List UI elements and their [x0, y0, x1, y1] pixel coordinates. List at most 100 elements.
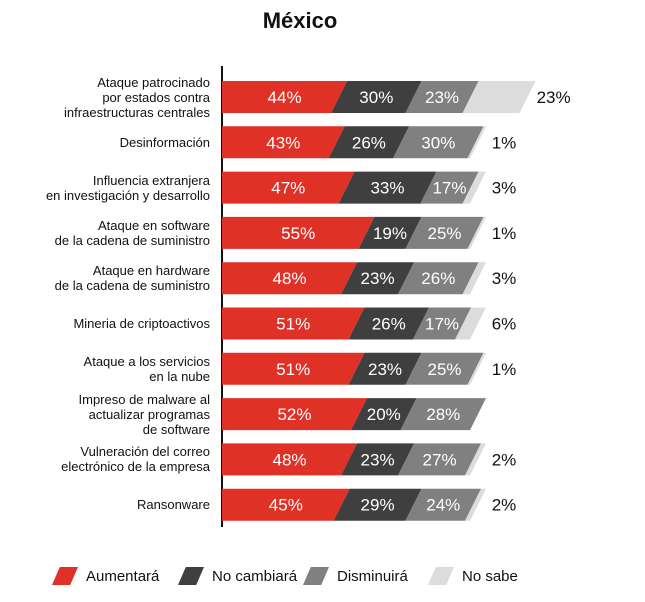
bar-segment-no-cambiar-	[350, 398, 417, 431]
category-label-line: de la cadena de suministro	[54, 232, 210, 248]
legend-label: No sabe	[462, 567, 518, 585]
bar-segment-aumentar-	[222, 216, 375, 249]
chart-title: México	[262, 8, 338, 33]
category-label-line: Vulneración del correo	[80, 444, 210, 460]
data-label: 29%	[361, 496, 395, 515]
bar-segment-disminuir-	[400, 398, 486, 431]
data-label: 6%	[492, 315, 517, 334]
data-label: 24%	[426, 496, 460, 515]
category-label: Ataque patrocinado por estados contra infr…	[10, 67, 210, 127]
bar-segment-no-cambiar-	[338, 171, 437, 204]
data-label: 44%	[268, 88, 302, 107]
bar-segment-no-sabe	[467, 126, 486, 159]
bar-segment-aumentar-	[222, 126, 345, 159]
legend: Aumentará No cambiará Disminuirá No sabe	[0, 560, 645, 592]
data-label: 25%	[428, 224, 462, 243]
legend-swatch	[178, 567, 204, 585]
bar-segment-no-cambiar-	[331, 81, 422, 113]
bar-segment-no-cambiar-	[348, 307, 429, 340]
data-label: 55%	[281, 224, 315, 243]
category-label-line: de la cadena de suministro	[54, 278, 210, 294]
bar-segment-aumentar-	[222, 81, 348, 113]
category-label-line: en investigación y desarrollo	[45, 187, 210, 203]
data-label: 30%	[421, 133, 455, 152]
category-label-line: Influencia extranjera	[92, 172, 210, 188]
bar-segment-disminuir-	[405, 352, 484, 385]
bar-segment-no-sabe	[462, 81, 536, 113]
bar-segment-aumentar-	[222, 171, 355, 204]
category-label-line: infraestructuras centrales	[64, 104, 210, 120]
data-label: 1%	[492, 360, 517, 379]
data-label: 17%	[425, 315, 459, 334]
bar-segment-aumentar-	[222, 398, 367, 431]
bar-segment-no-sabe	[465, 488, 486, 521]
data-label: 23%	[368, 360, 402, 379]
bar-segment-disminuir-	[405, 488, 482, 521]
legend-swatch	[52, 567, 78, 585]
bar-segment-disminuir-	[398, 262, 479, 295]
bar-segment-no-cambiar-	[333, 488, 422, 521]
data-label: 1%	[492, 133, 517, 152]
data-label: 27%	[423, 450, 457, 469]
data-label: 23%	[425, 88, 459, 107]
category-label-line: Ataque en software	[97, 217, 210, 233]
bar-segment-disminuir-	[412, 307, 472, 340]
data-label: 3%	[492, 179, 517, 198]
category-label-line: Ataque en hardware	[92, 263, 210, 279]
data-label: 3%	[492, 269, 517, 288]
data-label: 26%	[421, 269, 455, 288]
bar-segment-disminuir-	[393, 126, 484, 159]
legend-item: Aumentará	[52, 564, 159, 588]
bar-segment-no-sabe	[465, 443, 486, 476]
data-label: 17%	[432, 179, 466, 198]
category-label-line: Mineria de criptoactivos	[73, 316, 210, 331]
bar-segment-aumentar-	[222, 307, 365, 340]
legend-item: No sabe	[428, 564, 518, 588]
bar-segment-aumentar-	[222, 262, 358, 295]
data-label: 1%	[492, 224, 517, 243]
data-label: 25%	[428, 360, 462, 379]
category-label: Ransonware	[10, 475, 210, 535]
bar-segment-no-cambiar-	[328, 126, 410, 159]
data-label: 2%	[492, 496, 517, 515]
category-label: Vulneración del correo electrónico de la …	[10, 429, 210, 489]
bar-segment-no-sabe	[462, 262, 486, 295]
category-label-line: Ransonware	[137, 497, 210, 513]
legend-item: No cambiará	[178, 564, 297, 588]
category-label: Mineria de criptoactivos	[10, 294, 210, 354]
legend-item: Disminuirá	[303, 564, 408, 588]
bar-segment-no-sabe	[455, 307, 486, 340]
bar-segment-aumentar-	[222, 488, 350, 521]
category-label-line: en la nube	[149, 368, 210, 384]
category-label-line: Ataque patrocinado	[97, 74, 210, 90]
data-label: 47%	[271, 179, 305, 198]
legend-label: Disminuirá	[337, 567, 408, 585]
data-label: 20%	[367, 405, 401, 424]
bar-segment-no-cambiar-	[348, 352, 422, 385]
legend-swatch	[303, 567, 329, 585]
bar-segment-no-cambiar-	[358, 216, 422, 249]
bar-segment-no-cambiar-	[341, 262, 415, 295]
data-label: 52%	[277, 405, 311, 424]
category-label: Influencia extranjera en investigación y …	[10, 158, 210, 218]
bar-segment-no-cambiar-	[341, 443, 415, 476]
data-label: 51%	[276, 360, 310, 379]
category-label-line: de software	[142, 421, 210, 437]
data-label: 23%	[537, 88, 571, 107]
category-label-line: Desinformación	[119, 134, 210, 150]
legend-swatch	[428, 567, 454, 585]
legend-label: No cambiará	[212, 567, 298, 585]
data-label: 2%	[492, 450, 517, 469]
category-label-line: Impreso de malware al	[78, 391, 211, 407]
category-label-line: Ataque a los servicios	[83, 353, 210, 369]
bar-segment-disminuir-	[398, 443, 482, 476]
data-label: 33%	[370, 179, 404, 198]
bar-segment-disminuir-	[420, 171, 479, 204]
bar-segment-disminuir-	[405, 216, 484, 249]
data-label: 19%	[373, 224, 407, 243]
category-label-line: electrónico de la empresa	[61, 459, 210, 475]
data-label: 23%	[361, 269, 395, 288]
data-label: 30%	[359, 88, 393, 107]
